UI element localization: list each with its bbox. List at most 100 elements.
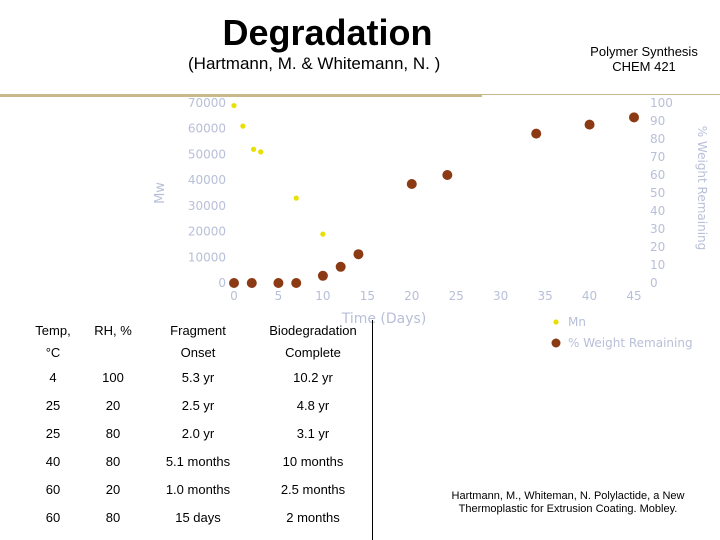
data-point-weight [273, 278, 284, 288]
y-left-tick-label: 0 [218, 276, 226, 290]
data-point-mn [293, 195, 299, 201]
data-point-mn [250, 146, 257, 152]
cell-biodegradation: 2.5 months [280, 481, 346, 497]
data-point-weight [531, 128, 542, 139]
cell-rh: 20 [105, 481, 121, 497]
cell-fragment: 5.3 yr [181, 369, 215, 385]
table-row: 60 80 15 days 2 months [28, 503, 378, 531]
legend-label: Mn [568, 315, 586, 329]
x-tick-label: 45 [626, 289, 641, 303]
data-point-weight [317, 270, 328, 281]
header-fragment: Fragment [170, 323, 226, 338]
x-tick-label: 25 [449, 289, 464, 303]
table-row: 60 20 1.0 months 2.5 months [28, 475, 378, 503]
legend-marker [551, 338, 561, 348]
data-point-mn [231, 102, 237, 109]
x-tick-label: 15 [360, 289, 375, 303]
y-left-tick-label: 30000 [188, 199, 226, 213]
y-right-axis-title: % Weight Remaining [695, 126, 709, 251]
y-left-tick-label: 70000 [188, 96, 226, 110]
cell-biodegradation: 3.1 yr [296, 425, 330, 441]
y-right-tick-label: 90 [650, 114, 665, 128]
table-row: 25 80 2.0 yr 3.1 yr [28, 419, 378, 447]
header-divider-right [482, 94, 720, 95]
cell-fragment: 2.0 yr [181, 425, 215, 441]
cell-rh: 80 [105, 453, 121, 469]
x-axis-title: Time (Days) [341, 311, 427, 327]
y-left-tick-label: 60000 [188, 122, 226, 136]
y-right-tick-label: 10 [650, 258, 665, 272]
cell-fragment: 2.5 yr [181, 397, 215, 413]
header-fragment-sub: Onset [180, 344, 216, 360]
header-temp: Temp, [35, 323, 71, 338]
y-right-tick-label: 20 [650, 240, 665, 254]
cell-temp: 25 [45, 397, 61, 413]
degradation-chart: 0 5 10 15 20 25 30 35 40 45 0 10000 20000 30000 40000 5… [153, 96, 709, 350]
citation-subtitle: (Hartmann, M. & Whitemann, N. ) [188, 54, 441, 73]
data-point-weight [246, 278, 257, 288]
data-point-mn [258, 149, 264, 155]
header-rh: RH, % [94, 323, 132, 338]
table-row: 25 20 2.5 yr 4.8 yr [28, 391, 378, 419]
y-right-tick-label: 60 [650, 168, 665, 182]
header-temp-unit: °C [45, 344, 61, 360]
data-point-weight [406, 179, 417, 189]
y-right-tick-label: 50 [650, 186, 665, 200]
y-left-tick-label: 10000 [188, 250, 226, 264]
data-point-weight [584, 119, 595, 130]
data-point-weight [229, 278, 239, 288]
y-left-axis-title: Mw [153, 182, 168, 204]
x-tick-label: 40 [582, 289, 597, 303]
data-point-weight [291, 278, 302, 288]
x-tick-label: 5 [275, 289, 283, 303]
x-tick-label: 10 [315, 289, 330, 303]
table-row: 40 80 5.1 months 10 months [28, 447, 378, 475]
cell-temp: 40 [45, 453, 61, 469]
x-tick-label: 20 [404, 289, 419, 303]
legend-label: % Weight Remaining [568, 336, 693, 350]
data-point-weight [629, 112, 639, 123]
cell-rh: 80 [105, 509, 121, 525]
cell-temp: 4 [49, 369, 57, 385]
cell-rh: 80 [105, 425, 121, 441]
degradation-table: Temp, RH, % Fragment Biodegradation °C O… [28, 320, 378, 531]
data-point-weight [335, 261, 346, 272]
table-divider [372, 320, 373, 540]
cell-temp: 60 [45, 509, 61, 525]
cell-biodegradation: 2 months [286, 509, 340, 525]
cell-fragment: 5.1 months [165, 453, 231, 469]
data-point-mn [320, 231, 326, 237]
cell-rh: 100 [102, 369, 124, 385]
cell-temp: 60 [45, 481, 61, 497]
data-point-weight [353, 249, 364, 260]
cell-biodegradation: 10.2 yr [293, 369, 333, 385]
y-left-tick-label: 40000 [188, 173, 226, 187]
y-right-tick-label: 30 [650, 222, 665, 236]
course-name: Polymer Synthesis [590, 44, 698, 59]
cell-fragment: 15 days [175, 509, 221, 525]
cell-biodegradation: 10 months [282, 453, 344, 469]
course-label: Polymer Synthesis CHEM 421 [574, 44, 714, 74]
x-tick-label: 35 [537, 289, 552, 303]
header-divider [0, 94, 482, 97]
cell-fragment: 1.0 months [165, 481, 231, 497]
data-point-mn [240, 123, 246, 129]
y-left-tick-label: 20000 [188, 225, 226, 239]
header-biodegradation-sub: Complete [285, 344, 341, 360]
data-point-weight [442, 170, 453, 180]
cell-temp: 25 [45, 425, 61, 441]
y-right-tick-label: 70 [650, 150, 665, 164]
y-left-tick-label: 50000 [188, 147, 226, 161]
x-tick-label: 30 [493, 289, 508, 303]
y-right-tick-label: 0 [650, 276, 658, 290]
page-title: Degradation [222, 12, 433, 53]
header-biodegradation: Biodegradation [269, 323, 357, 338]
x-tick-label: 0 [230, 289, 238, 303]
cell-biodegradation: 4.8 yr [296, 397, 330, 413]
course-code: CHEM 421 [612, 59, 676, 74]
y-right-tick-label: 100 [650, 96, 673, 110]
y-right-tick-label: 40 [650, 204, 665, 218]
reference-citation: Hartmann, M., Whiteman, N. Polylactide, … [451, 490, 685, 515]
header-rh-sub [78, 341, 148, 363]
y-right-tick-label: 80 [650, 132, 665, 146]
